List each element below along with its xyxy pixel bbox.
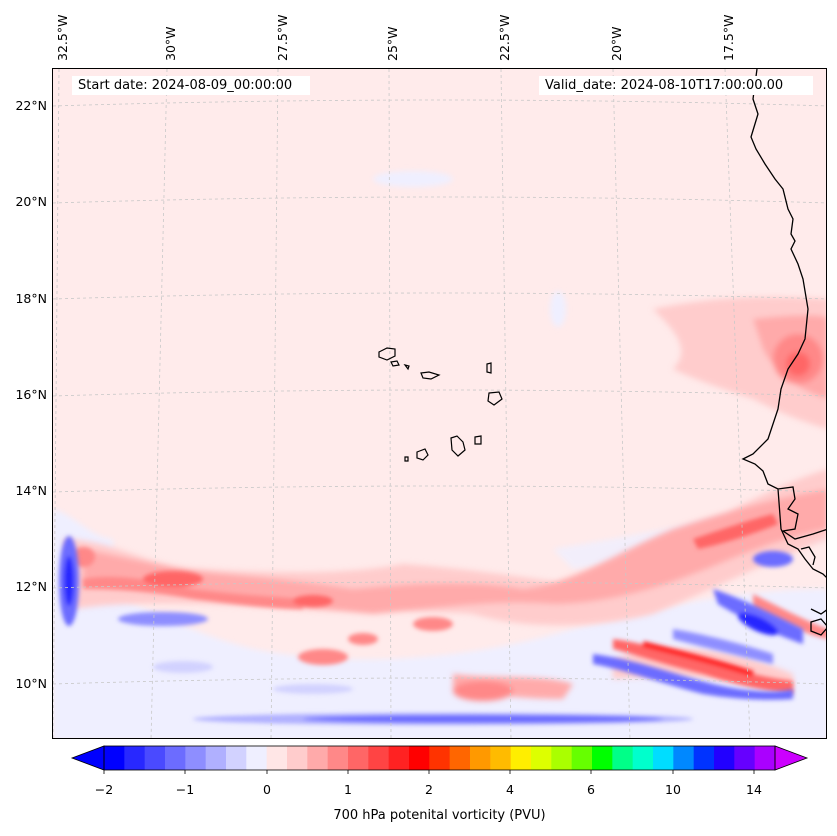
colorbar-segment	[714, 746, 735, 770]
colorbar-segment	[226, 746, 247, 770]
colorbar-segment	[592, 746, 613, 770]
colorbar-over-arrow	[774, 745, 809, 771]
cb-tick-neg2: −2	[94, 782, 114, 797]
colorbar-segment	[571, 746, 593, 770]
colorbar-frame	[103, 745, 776, 771]
colorbar-segment	[144, 746, 166, 770]
lat-label-16n: 16°N	[15, 387, 47, 402]
lat-label-22n: 22°N	[15, 98, 47, 113]
colorbar-segment	[327, 746, 349, 770]
colorbar-segment	[388, 746, 410, 770]
colorbar-segment	[246, 746, 268, 770]
colorbar-segment	[104, 746, 125, 770]
cb-tick-4: 4	[506, 782, 514, 797]
lat-label-18n: 18°N	[15, 291, 47, 306]
colorbar-segment	[693, 746, 715, 770]
lat-label-20n: 20°N	[15, 194, 47, 209]
cb-tick-2: 2	[425, 782, 433, 797]
colorbar	[70, 745, 809, 774]
colorbar-segment	[470, 746, 491, 770]
cb-tick-6: 6	[587, 782, 595, 797]
graticule	[53, 69, 826, 738]
pv-field-map	[53, 69, 826, 738]
colorbar-segment	[287, 746, 308, 770]
cape-verde-islands	[378, 347, 503, 462]
colorbar-segment	[754, 746, 776, 770]
colorbar-segment	[673, 746, 695, 770]
valid-date-label: Valid_date: 2024-08-10T17:00:00.00	[539, 76, 813, 95]
colorbar-segment	[510, 746, 532, 770]
colorbar-segment	[531, 746, 552, 770]
lat-label-14n: 14°N	[15, 483, 47, 498]
start-date-label: Start date: 2024-08-09_00:00:00	[72, 76, 310, 95]
colorbar-segment	[490, 746, 512, 770]
colorbar-title: 700 hPa potenital vorticity (PVU)	[333, 808, 546, 823]
map-panel[interactable]	[52, 68, 827, 739]
colorbar-segment	[449, 746, 471, 770]
colorbar-segment	[205, 746, 227, 770]
colorbar-segment	[734, 746, 756, 770]
cb-tick-10: 10	[665, 782, 681, 797]
colorbar-segment	[307, 746, 329, 770]
lat-label-12n: 12°N	[15, 579, 47, 594]
colorbar-segment	[409, 746, 430, 770]
colorbar-segment	[266, 746, 288, 770]
colorbar-segment	[368, 746, 390, 770]
cb-tick-14: 14	[746, 782, 762, 797]
cb-tick-neg1: −1	[175, 782, 195, 797]
cb-tick-1: 1	[344, 782, 352, 797]
colorbar-under-arrow	[70, 745, 105, 771]
colorbar-segment	[429, 746, 451, 770]
colorbar-segment	[653, 746, 674, 770]
africa-coastline	[741, 69, 826, 636]
colorbar-segment	[632, 746, 654, 770]
colorbar-segment	[551, 746, 573, 770]
colorbar-segment	[165, 746, 186, 770]
colorbar-segment	[348, 746, 369, 770]
lat-label-10n: 10°N	[15, 676, 47, 691]
colorbar-segment	[612, 746, 634, 770]
negative-pv-streaks	[59, 536, 803, 725]
strong-positive-pv-streaks	[71, 514, 826, 694]
cb-tick-0: 0	[263, 782, 271, 797]
colorbar-segment	[124, 746, 146, 770]
colorbar-segment	[185, 746, 207, 770]
